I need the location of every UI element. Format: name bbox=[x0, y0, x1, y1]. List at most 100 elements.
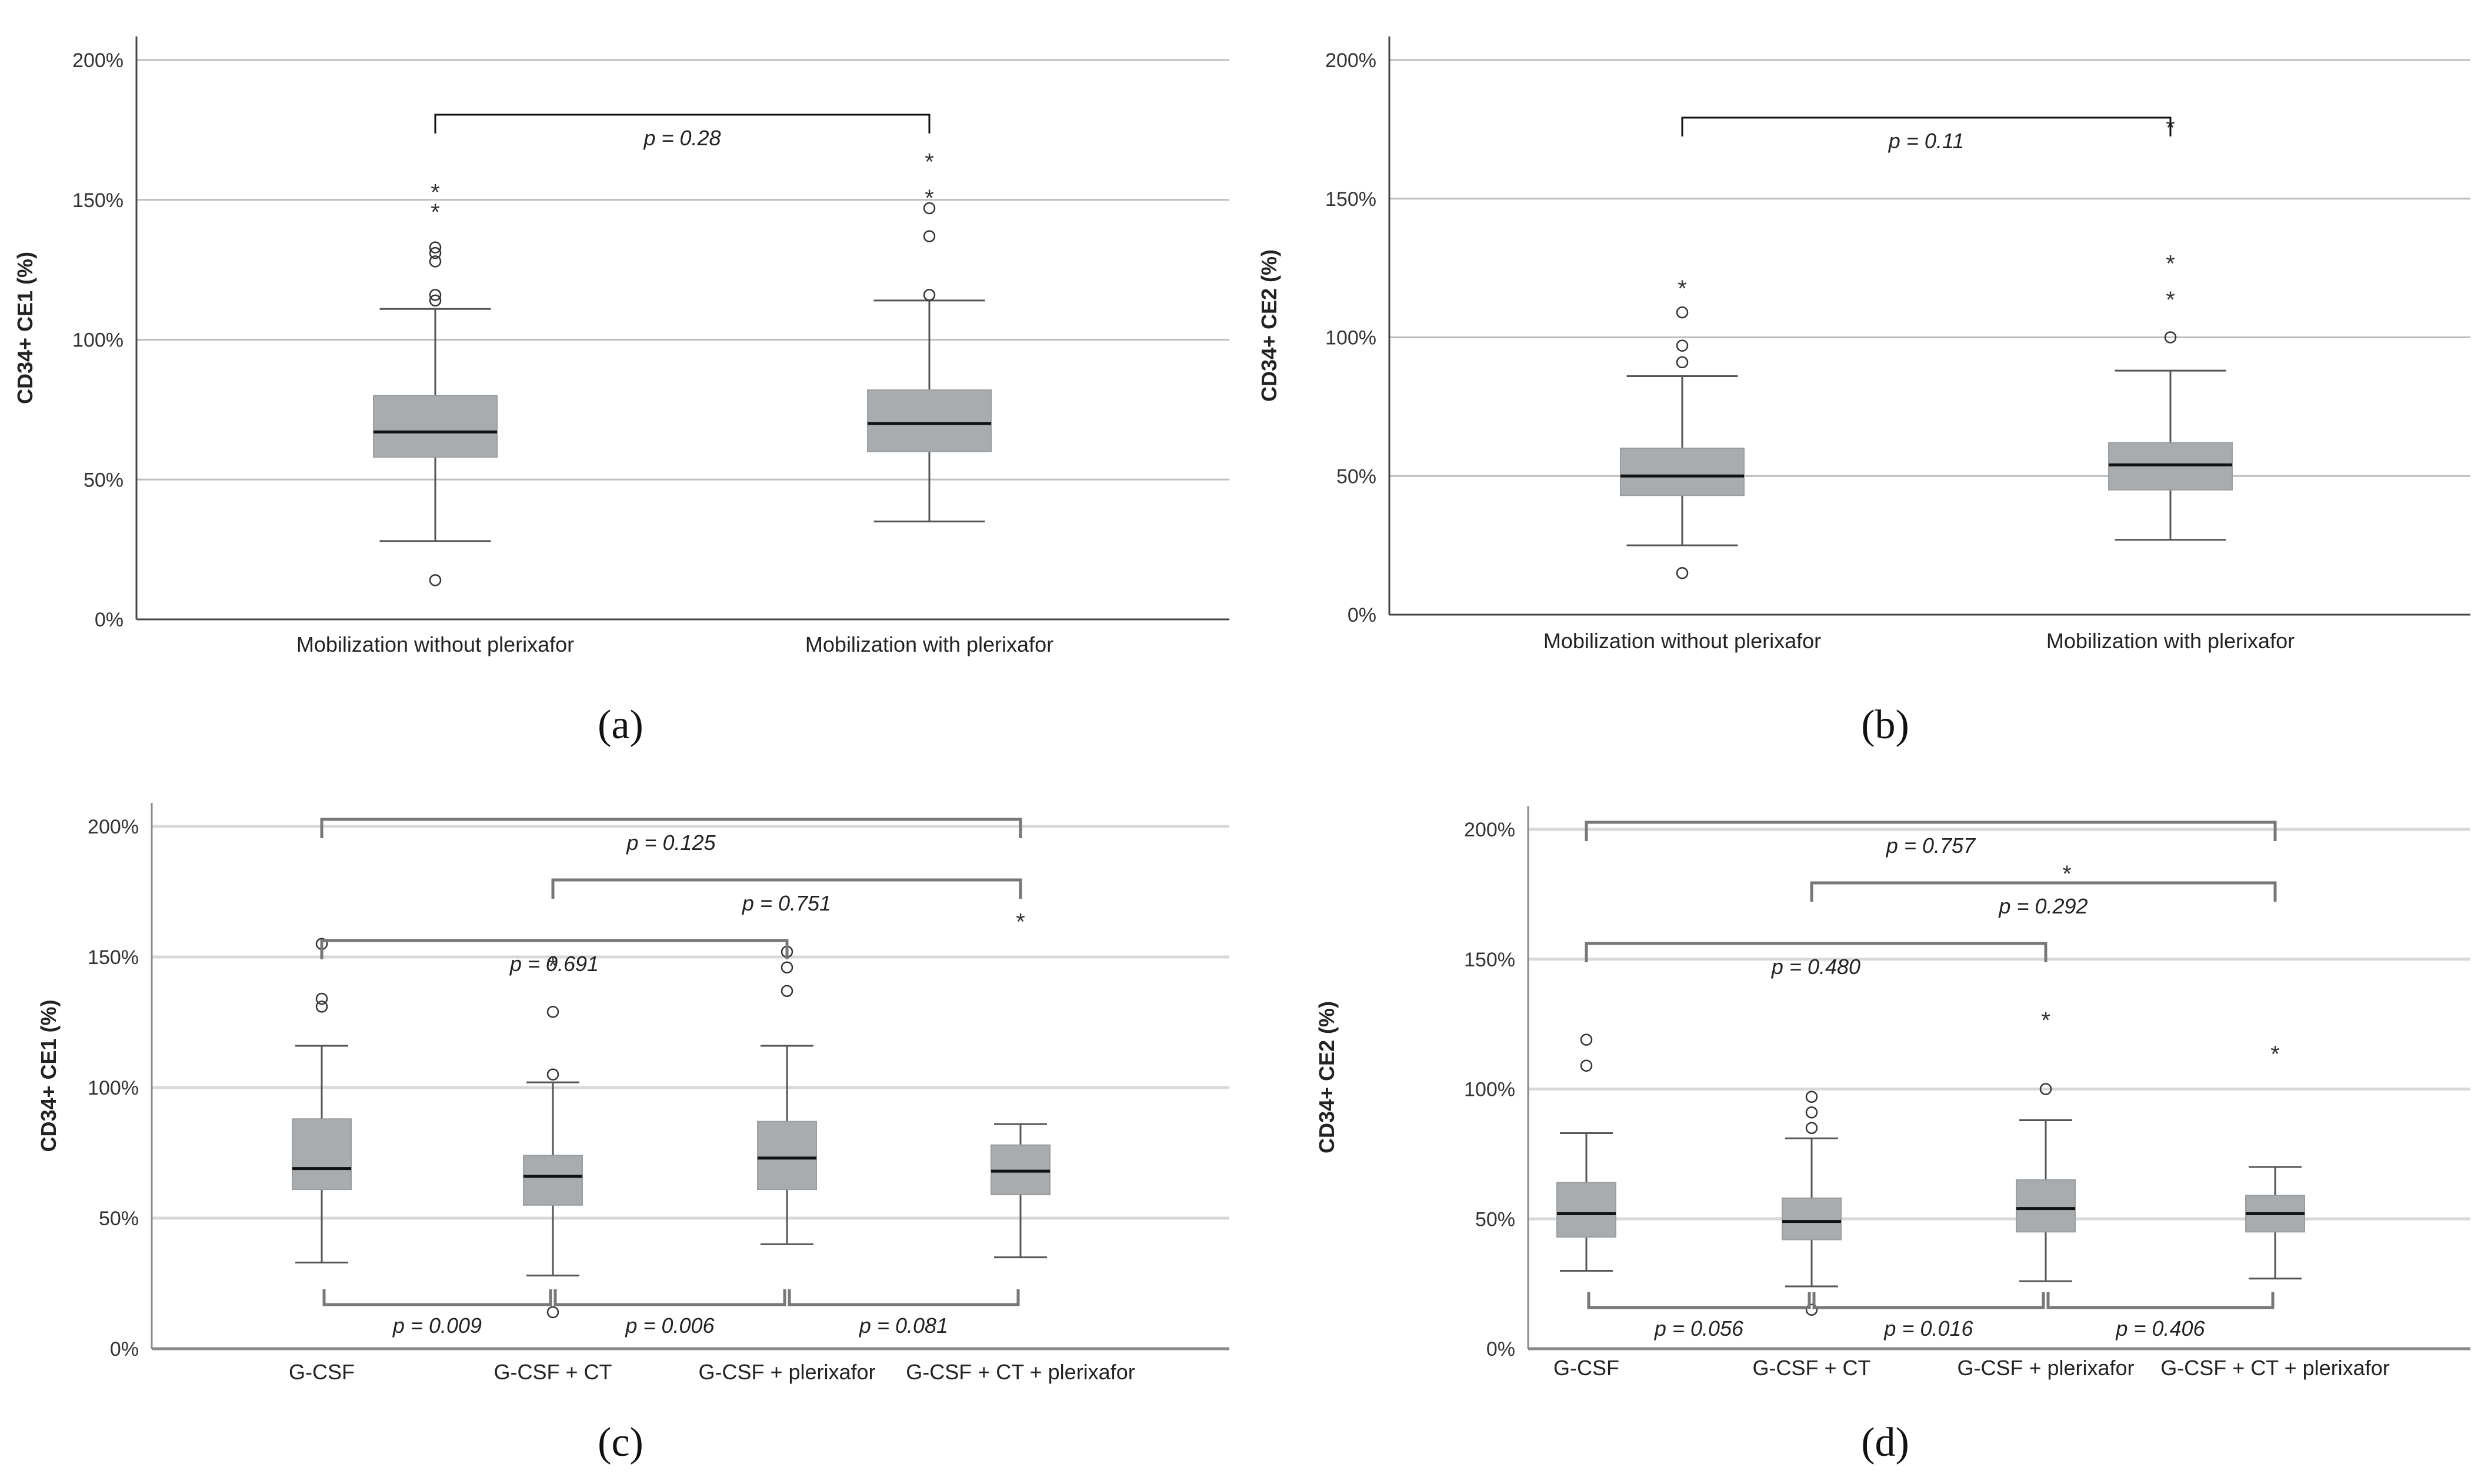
outlier-star: * bbox=[2166, 287, 2175, 313]
p-value-label: p = 0.016 bbox=[1883, 1316, 1973, 1340]
outlier-circle bbox=[1676, 339, 1689, 352]
y-tick-label: 0% bbox=[1486, 1338, 1515, 1360]
outlier-circle bbox=[315, 992, 328, 1005]
significance-bracket: p = 0.28 bbox=[434, 114, 931, 150]
panel-label: (a) bbox=[598, 702, 643, 748]
significance-bracket: p = 0.081 bbox=[788, 1289, 1020, 1338]
bracket-line bbox=[1585, 942, 2048, 962]
box-2: * bbox=[523, 953, 583, 1319]
p-value-label: p = 0.751 bbox=[742, 891, 831, 915]
iqr-box bbox=[292, 1118, 352, 1190]
outlier-circle bbox=[1805, 1122, 1818, 1134]
significance-bracket: p = 0.016 bbox=[1812, 1292, 2045, 1340]
significance-bracket: p = 0.125 bbox=[320, 818, 1022, 855]
panel-label: (d) bbox=[1861, 1420, 1909, 1465]
significance-bracket: p = 0.056 bbox=[1587, 1292, 1811, 1340]
outlier-circle bbox=[1580, 1033, 1593, 1046]
significance-bracket: p = 0.757 bbox=[1585, 821, 2277, 858]
outlier-circle bbox=[429, 294, 442, 307]
outlier-star: * bbox=[2270, 1041, 2280, 1067]
outlier-circle bbox=[923, 202, 936, 215]
x-category-label: G-CSF + CT bbox=[493, 1360, 612, 1384]
bracket-line bbox=[553, 1289, 786, 1306]
outlier-circle bbox=[315, 1001, 328, 1013]
outlier-circle bbox=[1805, 1091, 1818, 1103]
y-tick-label: 100% bbox=[1325, 327, 1376, 349]
p-value-label: p = 0.009 bbox=[392, 1313, 482, 1338]
iqr-box bbox=[757, 1120, 817, 1190]
p-value-label: p = 0.081 bbox=[859, 1313, 948, 1338]
p-value-label: p = 0.11 bbox=[1888, 129, 1964, 153]
box-1: ** bbox=[373, 180, 498, 586]
bracket-line bbox=[1587, 1292, 1811, 1309]
x-category-label: G-CSF + CT + plerixafor bbox=[2160, 1356, 2389, 1380]
y-tick-label: 100% bbox=[88, 1077, 139, 1099]
y-tick-label: 100% bbox=[72, 329, 124, 352]
outlier-circle bbox=[546, 1005, 559, 1018]
p-value-label: p = 0.056 bbox=[1654, 1316, 1744, 1340]
outlier-star: * bbox=[2062, 861, 2072, 887]
p-value-label: p = 0.292 bbox=[1998, 894, 2087, 918]
significance-bracket: p = 0.691 bbox=[320, 939, 789, 976]
y-tick-label: 50% bbox=[1475, 1208, 1515, 1230]
y-axis-label: CD34+ CE1 (%) bbox=[36, 999, 61, 1152]
bracket-line bbox=[322, 1289, 552, 1306]
y-tick-label: 50% bbox=[99, 1208, 139, 1230]
y-axis-label: CD34+ CE1 (%) bbox=[13, 252, 37, 404]
chart-panel-2: 0%50%100%150%200%CD34+ CE2 (%) * ***Mobili… bbox=[1257, 36, 2470, 748]
outlier-star: * bbox=[925, 149, 934, 175]
box-1 bbox=[1556, 1033, 1616, 1272]
y-tick-label: 0% bbox=[110, 1338, 139, 1360]
outlier-star: * bbox=[925, 185, 934, 211]
outlier-circle bbox=[2039, 1083, 2052, 1095]
significance-bracket: p = 0.480 bbox=[1585, 942, 2048, 979]
y-tick-label: 150% bbox=[72, 189, 124, 212]
p-value-label: p = 0.757 bbox=[1886, 833, 1976, 858]
box-3: * bbox=[2016, 1008, 2076, 1282]
significance-bracket: p = 0.406 bbox=[2046, 1292, 2275, 1340]
x-category-label: G-CSF + plerixafor bbox=[698, 1360, 875, 1384]
y-tick-label: 0% bbox=[1348, 604, 1376, 626]
p-value-label: p = 0.691 bbox=[509, 952, 599, 976]
iqr-box bbox=[2016, 1179, 2076, 1233]
outlier-circle bbox=[546, 1068, 559, 1081]
outlier-circle bbox=[429, 574, 442, 586]
y-axis-label: CD34+ CE2 (%) bbox=[1315, 1001, 1339, 1153]
outlier-star: * bbox=[431, 199, 440, 225]
y-tick-label: 200% bbox=[72, 49, 124, 72]
x-category-label: G-CSF bbox=[1553, 1356, 1619, 1380]
significance-bracket: p = 0.006 bbox=[553, 1289, 786, 1338]
x-category-label: G-CSF + plerixafor bbox=[1957, 1356, 2134, 1380]
bracket-line bbox=[320, 818, 1022, 838]
x-category-label: Mobilization with plerixafor bbox=[805, 632, 1053, 656]
x-category-label: Mobilization without plerixafor bbox=[1543, 629, 1821, 653]
bracket-line bbox=[320, 939, 789, 959]
outlier-circle bbox=[546, 1306, 559, 1319]
outlier-star: * bbox=[431, 180, 440, 206]
outlier-star: * bbox=[2166, 251, 2175, 276]
p-value-label: p = 0.28 bbox=[643, 126, 721, 150]
y-tick-label: 200% bbox=[1464, 819, 1515, 841]
panel-label: (b) bbox=[1861, 702, 1909, 748]
y-tick-label: 200% bbox=[88, 816, 139, 838]
outlier-circle bbox=[429, 246, 442, 259]
p-value-label: p = 0.480 bbox=[1771, 955, 1860, 979]
outlier-circle bbox=[1805, 1106, 1818, 1119]
outlier-circle bbox=[1805, 1303, 1818, 1316]
y-tick-label: 200% bbox=[1325, 49, 1376, 72]
y-tick-label: 150% bbox=[1325, 188, 1376, 211]
outlier-circle bbox=[429, 241, 442, 254]
outlier-circle bbox=[1676, 567, 1689, 579]
bracket-line bbox=[551, 878, 1022, 899]
outlier-circle bbox=[1676, 356, 1689, 369]
bracket-line bbox=[1681, 116, 2172, 136]
outlier-circle bbox=[429, 289, 442, 301]
significance-bracket: p = 0.751 bbox=[551, 878, 1022, 915]
iqr-box bbox=[1556, 1182, 1616, 1238]
outlier-circle bbox=[1676, 306, 1689, 319]
box-3 bbox=[757, 945, 817, 1245]
y-tick-label: 150% bbox=[1464, 949, 1515, 971]
chart-panel-4: 0% 50% 100% 150% 200% CD34+ CE2 (%) * * G-CSF G-C… bbox=[1315, 806, 2470, 1465]
box-2: ** bbox=[867, 149, 992, 523]
bracket-line bbox=[434, 114, 931, 134]
